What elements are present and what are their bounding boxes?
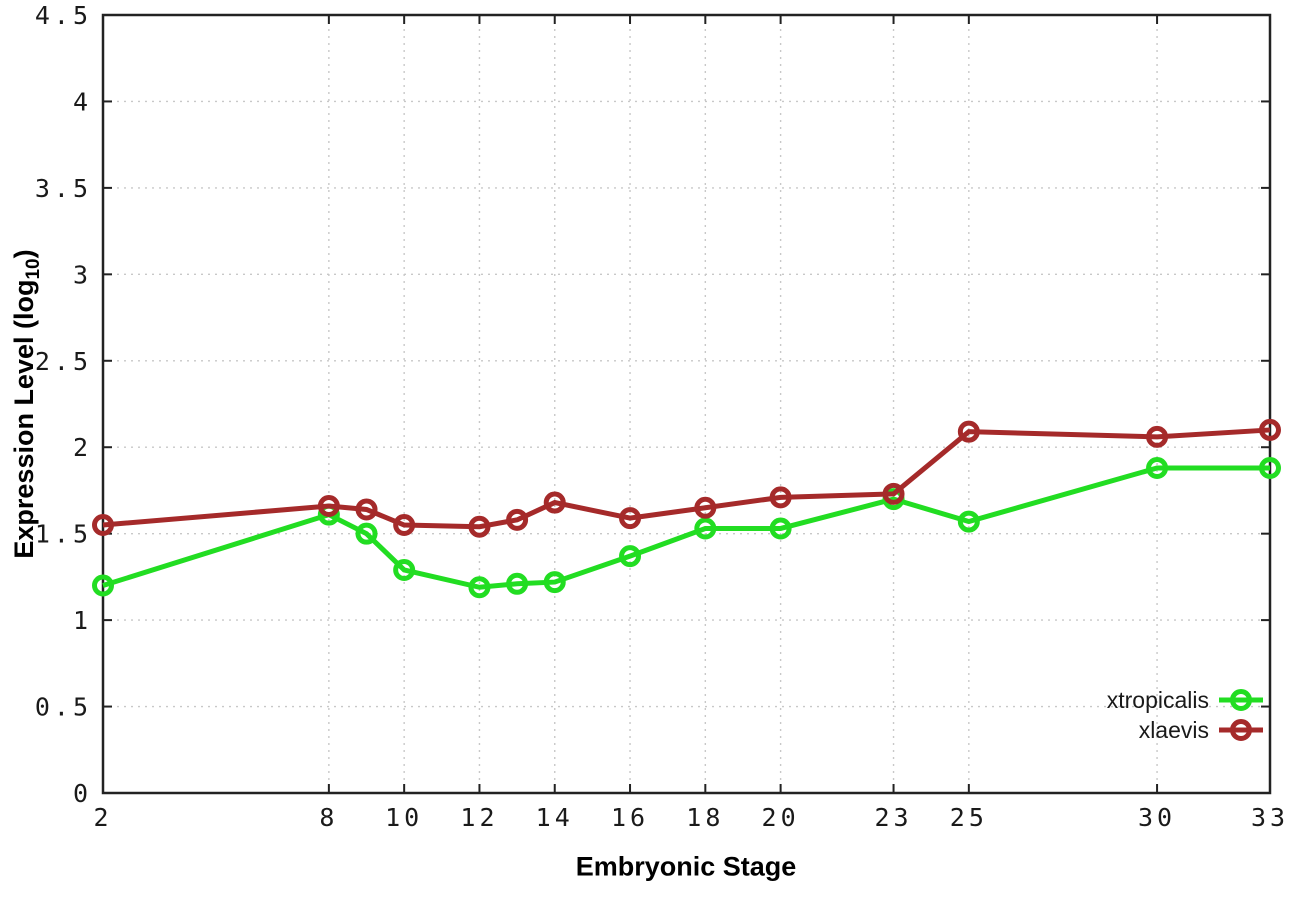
legend-marker-xtropicalis [1219,689,1263,711]
series-xlaevis [92,418,1281,538]
x-tick-labels: 2 8 10 12 14 16 18 20 23 25 30 33 [93,803,1289,832]
data-point-xlaevis [619,507,642,530]
x-tick-label: 8 [319,803,338,832]
x-tick-label: 33 [1251,803,1289,832]
y-tick-labels: 0 0.5 1 1.5 2 2.5 3 3.5 4 4.5 [35,1,92,808]
data-point-xtropicalis [619,545,642,568]
data-point-xlaevis [317,495,340,518]
legend: xtropicalis xlaevis [1107,686,1264,744]
y-tick-label: 2.5 [35,347,92,376]
y-tick-label: 2 [73,433,92,462]
legend-marker-xlaevis [1219,719,1263,741]
x-tick-label: 23 [874,803,912,832]
data-point-xlaevis [957,420,980,443]
plot-frame [101,13,1272,795]
x-axis-title: Embryonic Stage [575,851,797,882]
x-tick-label: 12 [460,803,498,832]
x-tick-label: 16 [611,803,649,832]
legend-item-xlaevis: xlaevis [1139,716,1264,744]
y-tick-label: 3.5 [35,174,92,203]
y-axis-title-text: Expression Level (log [8,279,39,559]
x-tick-label: 18 [686,803,724,832]
series-line-xtropicalis [102,465,1270,590]
x-tick-label: 10 [385,803,423,832]
data-point-xlaevis [355,498,378,521]
y-tick-label: 0 [73,779,92,808]
legend-label-xlaevis: xlaevis [1138,716,1209,743]
data-point-xlaevis [468,515,491,538]
x-tick-label: 25 [950,803,988,832]
y-axis-title: Expression Level (log10) [9,249,45,558]
data-point-xtropicalis [694,517,717,540]
data-point-xlaevis [92,514,114,537]
series-xtropicalis [92,456,1281,599]
data-point-xtropicalis [393,558,416,581]
data-point-xtropicalis [1146,456,1169,479]
data-point-xtropicalis [506,572,529,595]
data-point-xlaevis [694,496,717,519]
y-axis-title-close: ) [8,249,39,259]
y-tick-label: 0.5 [35,693,92,722]
legend-item-xtropicalis: xtropicalis [1107,686,1264,714]
y-tick-label: 4.5 [35,1,92,30]
data-point-xtropicalis [957,510,980,533]
data-point-xtropicalis [543,571,566,594]
y-axis-title-subscript: 10 [23,258,45,280]
data-point-xlaevis [506,508,529,531]
x-tick-label: 30 [1138,803,1176,832]
data-point-xtropicalis [92,574,114,597]
y-tick-label: 1.5 [35,520,92,549]
data-point-xlaevis [1259,418,1281,441]
data-point-xlaevis [543,491,566,514]
tick-marks [102,14,1271,794]
data-point-xtropicalis [355,522,378,545]
gridlines [103,15,1270,793]
series-line-xlaevis [102,427,1271,530]
data-point-xtropicalis [468,576,491,599]
data-point-xlaevis [882,482,905,505]
legend-label-xtropicalis: xtropicalis [1106,686,1209,713]
data-point-xlaevis [1146,425,1169,448]
x-tick-label: 14 [536,803,574,832]
y-tick-label: 4 [73,87,92,116]
data-point-xlaevis [393,514,416,537]
y-tick-label: 3 [73,260,92,289]
y-tick-label: 1 [73,606,92,635]
data-point-xtropicalis [769,517,792,540]
data-point-xtropicalis [1259,456,1281,479]
x-tick-label: 20 [762,803,800,832]
data-point-xlaevis [769,486,792,509]
x-tick-label: 2 [93,803,112,832]
